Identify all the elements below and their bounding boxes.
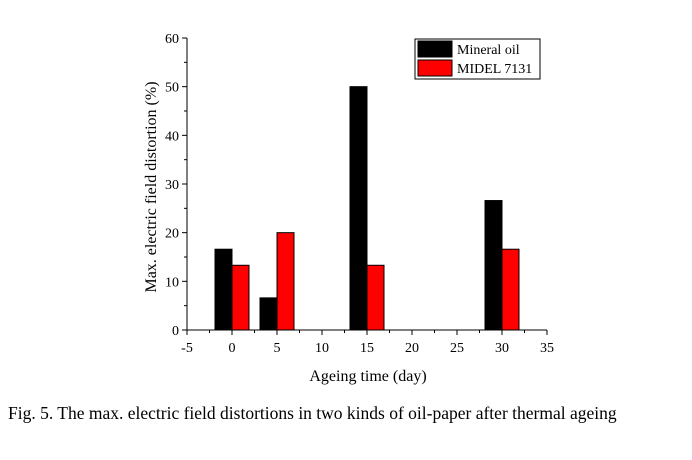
x-tick-label: 15 (360, 341, 374, 356)
legend-label: MIDEL 7131 (457, 62, 532, 77)
y-tick-label: 60 (165, 32, 179, 47)
y-axis-label: Max. electric field distortion (%) (143, 81, 160, 292)
x-axis-label: Ageing time (day) (309, 368, 426, 385)
bar-midel-1 (276, 232, 295, 331)
x-tick-label: 30 (495, 341, 509, 356)
legend-label: Mineral oil (457, 43, 520, 58)
legend-swatch (417, 59, 453, 77)
x-tick-label: -5 (181, 341, 193, 356)
bar-mineral-oil-3 (484, 200, 503, 331)
y-tick-label: 40 (165, 129, 179, 144)
x-tick-label: 0 (229, 341, 236, 356)
figure-caption: Fig. 5. The max. electric field distorti… (8, 403, 617, 423)
x-tick-label: 35 (540, 341, 554, 356)
x-tick-label: 10 (315, 341, 329, 356)
x-tick-label: 20 (405, 341, 419, 356)
y-tick-label: 10 (165, 275, 179, 290)
bar-midel-2 (366, 264, 385, 331)
bar-mineral-oil-1 (259, 297, 278, 331)
y-tick-label: 50 (165, 81, 179, 96)
bars-layer (214, 86, 520, 331)
x-tick-label: 25 (450, 341, 464, 356)
legend-swatch (417, 40, 453, 58)
y-tick-label: 0 (172, 324, 179, 339)
y-tick-label: 30 (165, 178, 179, 193)
bar-mineral-oil-2 (349, 86, 368, 331)
legend: Mineral oil MIDEL 7131 (414, 38, 541, 80)
bar-mineral-oil-0 (214, 248, 233, 331)
y-tick-label: 20 (165, 227, 179, 242)
bar-midel-0 (231, 264, 250, 331)
bar-midel-3 (501, 248, 520, 331)
x-tick-label: 5 (274, 341, 281, 356)
